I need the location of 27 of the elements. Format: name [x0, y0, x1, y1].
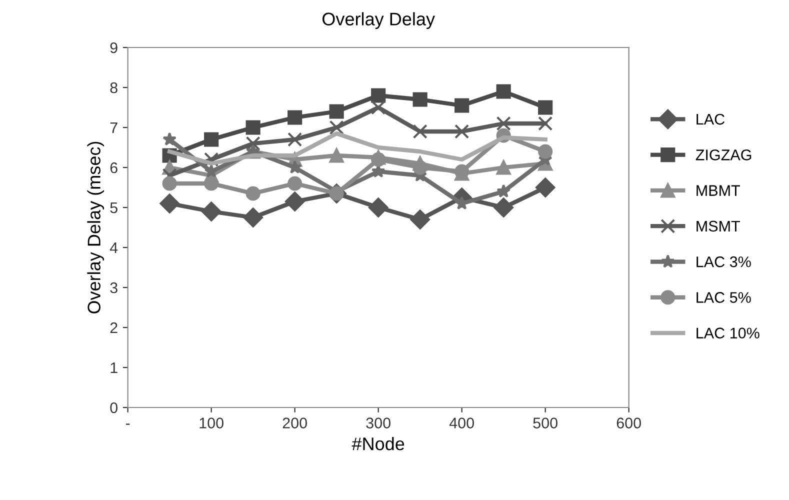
legend-label: MBMT: [696, 185, 740, 196]
y-tick-label: 5: [110, 202, 118, 214]
x-axis-title: #Node: [352, 437, 404, 450]
legend-label: LAC 10%: [696, 328, 760, 338]
y-tick-label: 1: [110, 362, 118, 374]
y-tick-label: 4: [110, 242, 118, 254]
x-tick-label: 500: [533, 418, 558, 428]
y-tick-label: 3: [110, 282, 118, 294]
legend-label: LAC: [696, 114, 725, 125]
legend-label: LAC 3%: [696, 256, 751, 268]
y-tick-label: 2: [110, 322, 118, 334]
y-tick-label: 7: [110, 122, 118, 134]
legend-label: MSMT: [696, 220, 740, 232]
x-tick-label: 300: [366, 418, 390, 428]
x-tick-label: 400: [449, 418, 474, 428]
chart-title: Overlay Delay: [322, 12, 435, 30]
legend-label: ZIGZAG: [696, 150, 752, 160]
y-axis-title: Overlay Delay (msec): [87, 142, 104, 314]
y-tick-label: 6: [110, 162, 118, 174]
x-tick-label: 100: [200, 418, 224, 428]
y-tick-label: 0: [110, 402, 118, 414]
y-tick-label: 8: [110, 82, 118, 94]
x-tick-label: 600: [616, 418, 641, 428]
x-tick-label: 200: [282, 418, 307, 428]
y-tick-label: 9: [110, 42, 118, 54]
x-tick-label: -: [126, 424, 130, 425]
legend-label: LAC 5%: [696, 292, 751, 303]
